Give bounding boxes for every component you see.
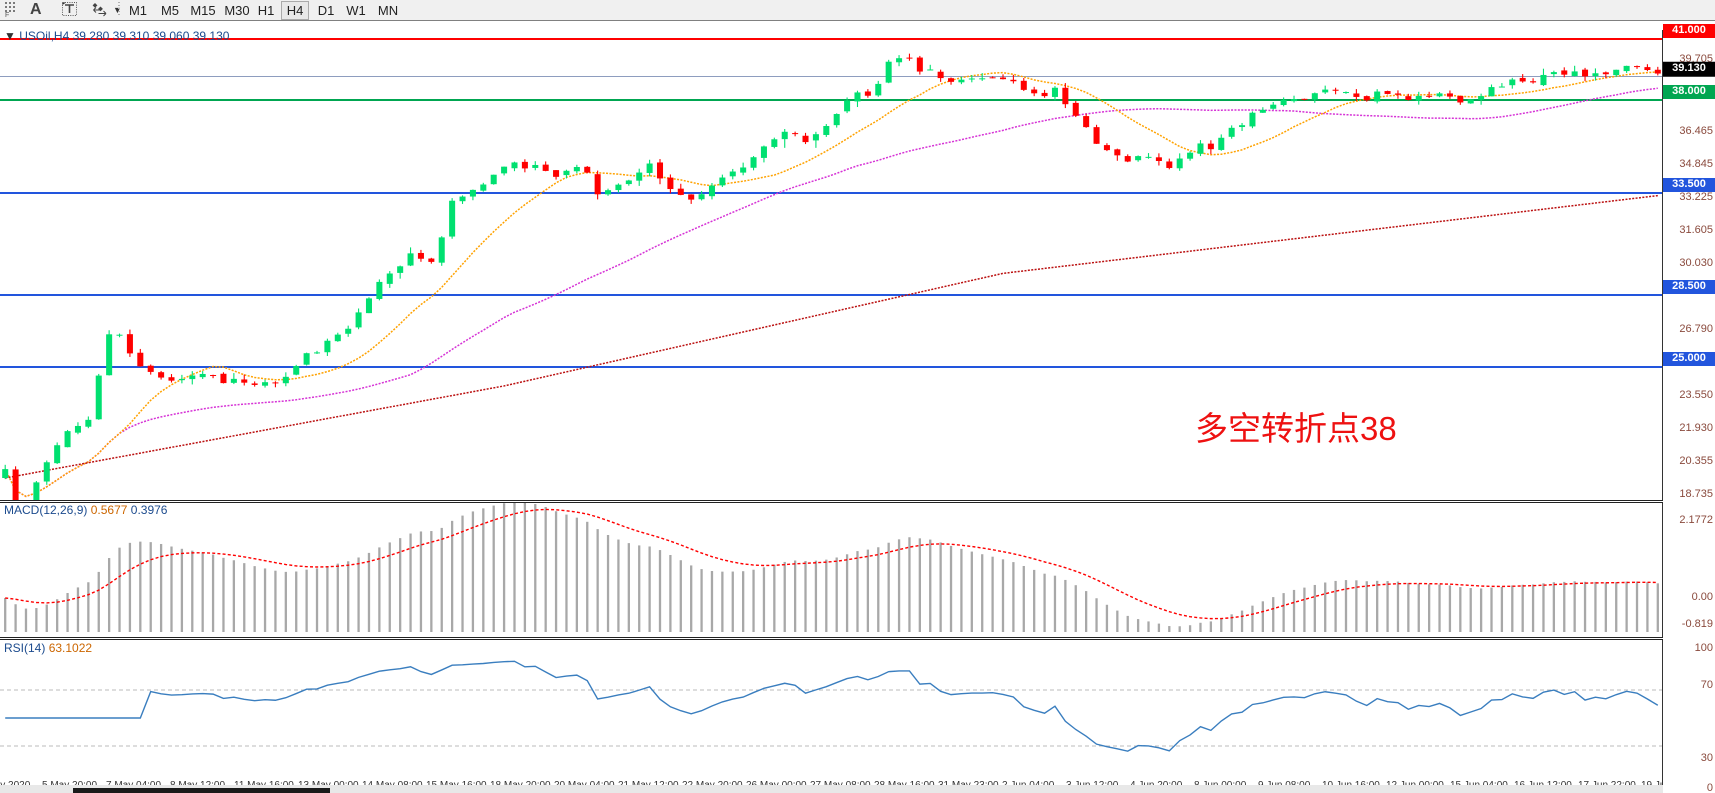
svg-text:F: F xyxy=(5,12,9,17)
